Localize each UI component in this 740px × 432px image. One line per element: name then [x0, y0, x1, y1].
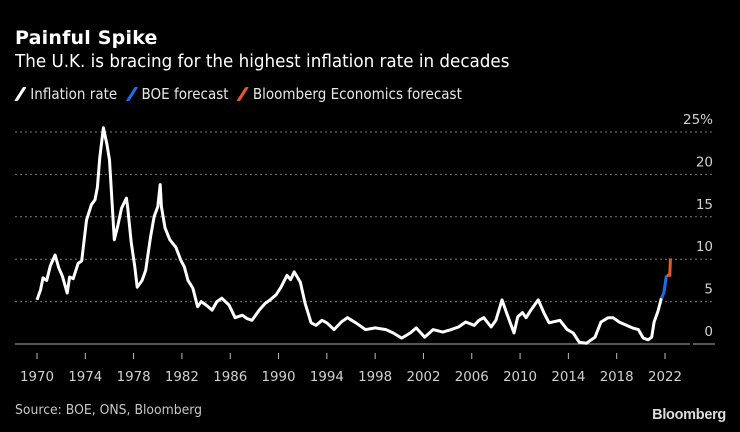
y-tick-label: 10	[696, 239, 713, 255]
series-boe-forecast	[660, 274, 669, 299]
series-inflation-rate	[35, 126, 663, 345]
y-axis: 0 5 10 15 20 25%	[683, 112, 713, 340]
source-note: Source: BOE, ONS, Bloomberg	[15, 402, 203, 418]
y-tick-label: 5	[704, 282, 713, 298]
chart-subtitle: The U.K. is bracing for the highest infl…	[15, 51, 510, 72]
legend-item-boe-forecast: BOE forecast	[125, 85, 229, 103]
x-tick-label: 1978	[117, 369, 151, 385]
x-tick-label: 2018	[600, 369, 634, 385]
gridlines	[15, 131, 715, 345]
legend-label: Inflation rate	[30, 85, 118, 103]
x-axis: 1970 1974 1978 1982 1986 1990 1994 1998 2002 2006…	[20, 353, 682, 385]
bloomberg-logo: Bloomberg	[652, 407, 726, 423]
y-tick-label: 20	[696, 154, 713, 170]
x-tick-label: 1998	[358, 369, 392, 385]
x-tick-label: 1986	[213, 369, 247, 385]
x-tick-label: 1994	[310, 369, 344, 385]
series-bloomberg-economics-forecast	[666, 258, 672, 277]
x-tick-label: 2010	[503, 369, 537, 385]
x-tick-label: 2002	[406, 369, 440, 385]
x-tick-label: 2014	[551, 369, 585, 385]
x-tick-label: 2006	[455, 369, 489, 385]
chart-title: Painful Spike	[15, 27, 158, 49]
y-tick-label: 25%	[683, 112, 713, 128]
series-lines	[35, 126, 672, 345]
x-tick-label: 1990	[262, 369, 296, 385]
legend: Inflation rate BOE forecast Bloomberg Ec…	[14, 85, 471, 103]
x-tick-label: 2022	[648, 369, 682, 385]
legend-item-inflation-rate: Inflation rate	[14, 85, 118, 103]
x-tick-label: 1982	[165, 369, 199, 385]
legend-item-bloomberg-forecast: Bloomberg Economics forecast	[236, 85, 462, 103]
y-tick-label: 0	[704, 324, 713, 340]
x-tick-label: 1974	[68, 369, 102, 385]
x-tick-label: 1970	[20, 369, 54, 385]
y-tick-label: 15	[696, 197, 713, 213]
legend-label: Bloomberg Economics forecast	[252, 85, 462, 103]
legend-label: BOE forecast	[141, 85, 229, 103]
